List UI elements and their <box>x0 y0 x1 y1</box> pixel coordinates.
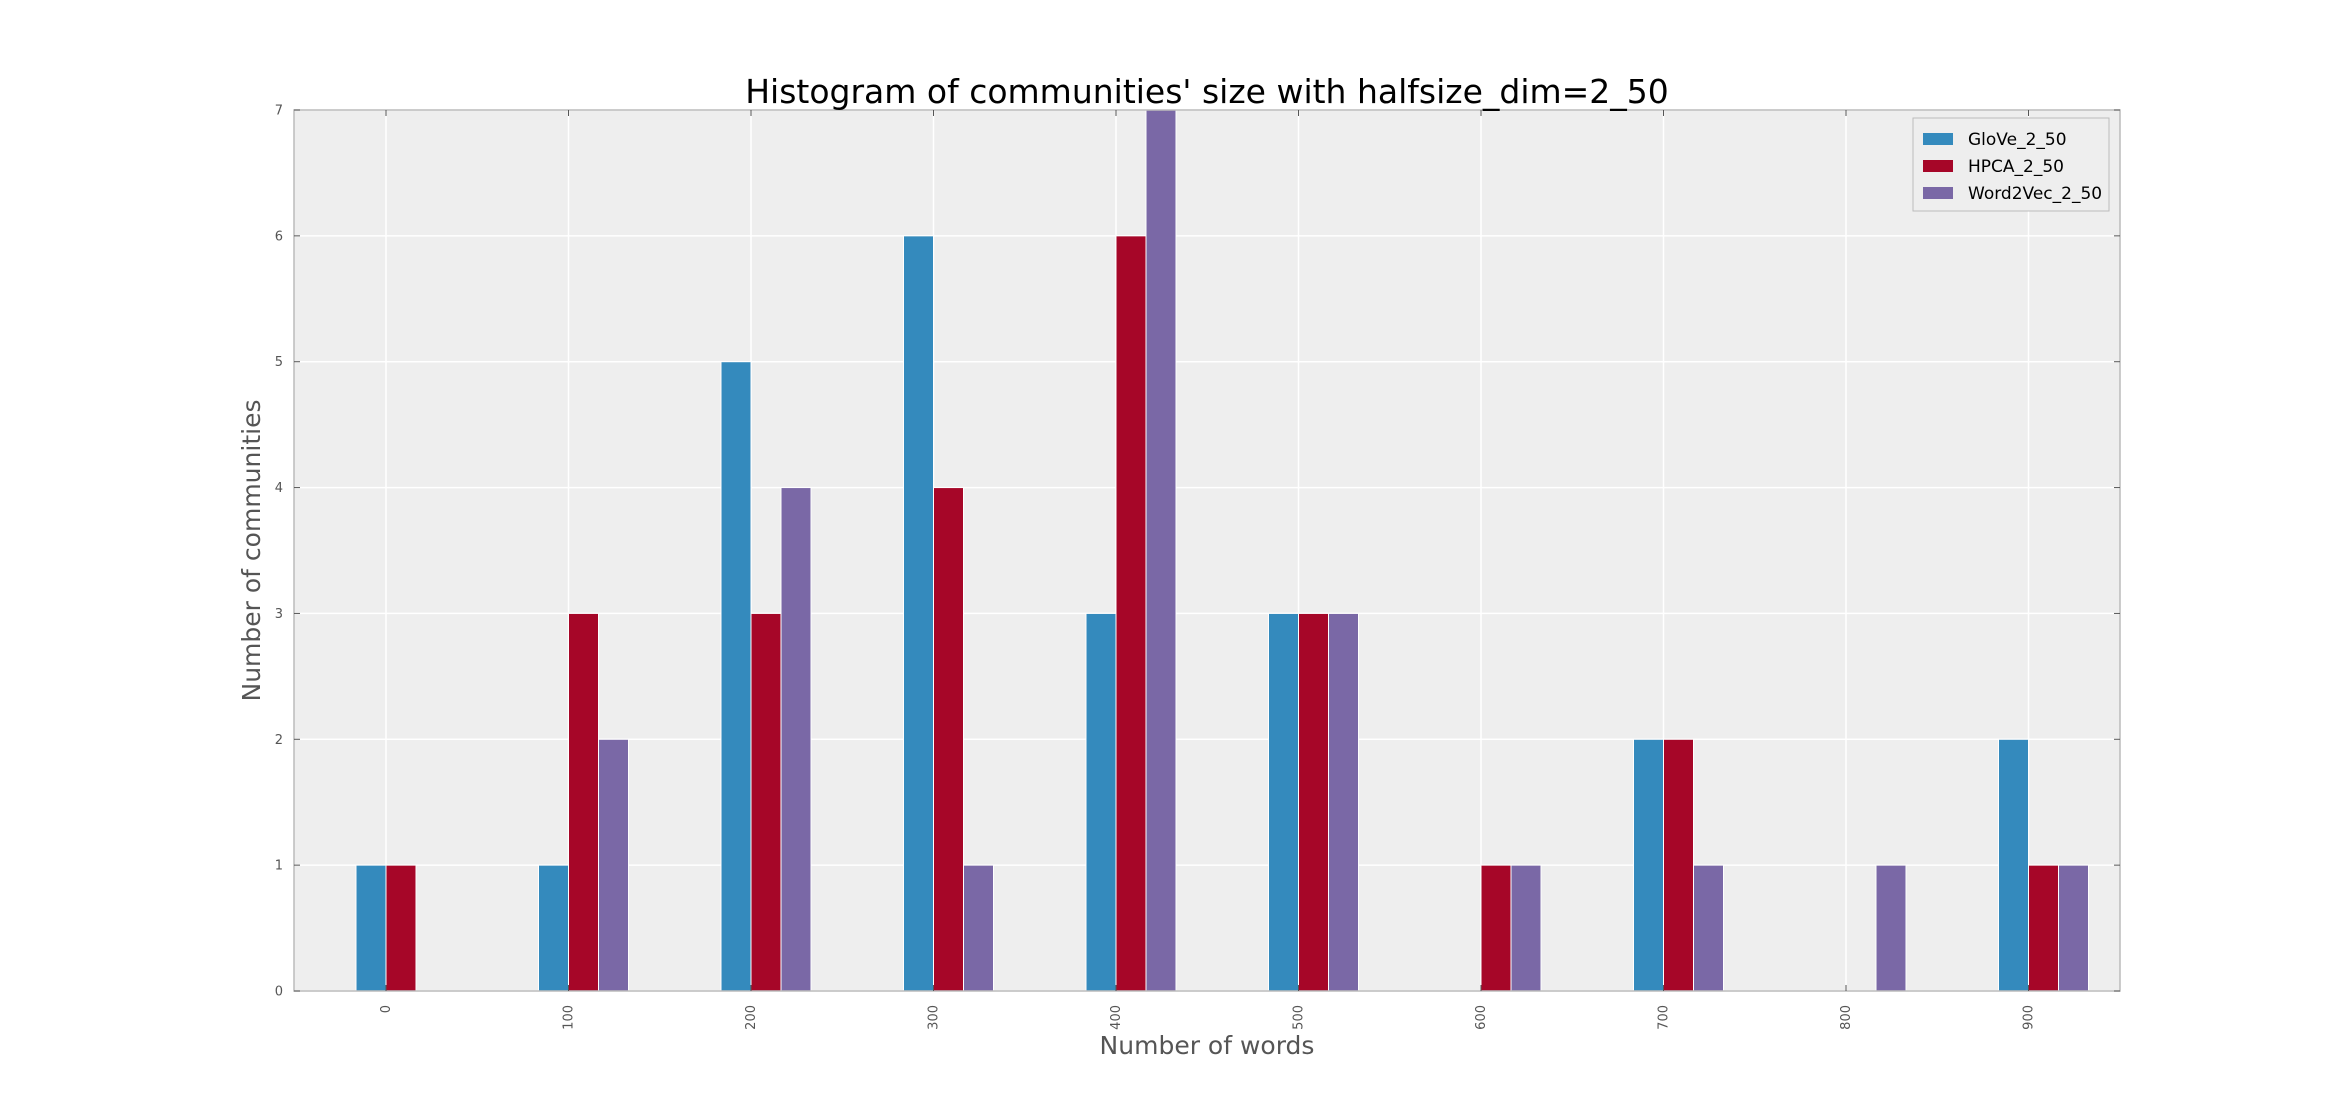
bar-HPCA_2_50-300 <box>933 487 964 992</box>
y-tick-label: 7 <box>275 104 283 119</box>
legend-swatch-GloVe_2_50 <box>1923 133 1953 145</box>
y-tick-label: 6 <box>275 229 283 244</box>
y-tick-label: 0 <box>275 985 283 1000</box>
bar-HPCA_2_50-500 <box>1298 612 1329 992</box>
y-tick-label: 3 <box>275 607 283 622</box>
bar-GloVe_2_50-200 <box>720 361 752 992</box>
bar-HPCA_2_50-200 <box>750 612 782 992</box>
x-tick-label: 400 <box>1109 1005 1124 1030</box>
bar-GloVe_2_50-0 <box>355 864 387 992</box>
legend-label-GloVe_2_50: GloVe_2_50 <box>1968 130 2067 150</box>
legend: GloVe_2_50 HPCA_2_50 Word2Vec_2_50 <box>1912 117 2110 212</box>
y-tick-label: 2 <box>275 733 283 748</box>
bar-Word2Vec_2_50-200 <box>780 487 812 992</box>
bar-HPCA_2_50-600 <box>1480 864 1512 992</box>
bar-GloVe_2_50-400 <box>1085 612 1117 992</box>
bar-GloVe_2_50-500 <box>1268 612 1299 992</box>
y-tick-label: 5 <box>275 355 283 370</box>
bar-Word2Vec_2_50-900 <box>2058 864 2089 992</box>
bar-Word2Vec_2_50-600 <box>1510 864 1542 992</box>
bar-GloVe_2_50-300 <box>903 235 934 992</box>
bar-HPCA_2_50-700 <box>1663 738 1694 992</box>
bar-Word2Vec_2_50-400 <box>1145 109 1177 992</box>
legend-swatch-HPCA_2_50 <box>1923 160 1953 172</box>
bar-Word2Vec_2_50-700 <box>1693 864 1724 992</box>
y-tick-label: 1 <box>275 859 283 874</box>
legend-swatch-Word2Vec_2_50 <box>1923 187 1953 199</box>
bar-GloVe_2_50-700 <box>1633 738 1664 992</box>
x-tick-label: 800 <box>1839 1005 1854 1030</box>
plot-frame <box>293 109 2121 992</box>
x-tick-label: 200 <box>744 1005 759 1030</box>
x-tick-label: 600 <box>1474 1005 1489 1030</box>
bar-HPCA_2_50-100 <box>568 612 599 992</box>
bar-GloVe_2_50-900 <box>1998 738 2029 992</box>
x-tick-label: 300 <box>927 1005 942 1030</box>
y-axis-label: Number of communities <box>237 400 266 702</box>
bar-Word2Vec_2_50-300 <box>963 864 994 992</box>
x-axis-label: Number of words <box>1100 1031 1315 1060</box>
x-tick-label: 100 <box>562 1005 577 1030</box>
chart-title: Histogram of communities' size with half… <box>745 72 1669 111</box>
bar-HPCA_2_50-900 <box>2028 864 2059 992</box>
x-tick-label: 0 <box>379 1005 394 1013</box>
bar-HPCA_2_50-400 <box>1115 235 1147 992</box>
legend-label-Word2Vec_2_50: Word2Vec_2_50 <box>1968 184 2102 204</box>
bar-HPCA_2_50-0 <box>385 864 417 992</box>
bar-Word2Vec_2_50-800 <box>1875 864 1907 992</box>
x-tick-label: 900 <box>2022 1005 2037 1030</box>
y-tick-label: 4 <box>275 481 283 496</box>
bar-Word2Vec_2_50-500 <box>1328 612 1359 992</box>
x-tick-label: 500 <box>1292 1005 1307 1030</box>
ticks: 0 1 2 3 4 5 6 7 0 100 200 300 400 500 600 700 800 900 <box>275 104 2120 1030</box>
bar-GloVe_2_50-100 <box>538 864 569 992</box>
legend-label-HPCA_2_50: HPCA_2_50 <box>1968 157 2064 177</box>
x-tick-label: 700 <box>1657 1005 1672 1030</box>
bar-Word2Vec_2_50-100 <box>598 738 629 992</box>
